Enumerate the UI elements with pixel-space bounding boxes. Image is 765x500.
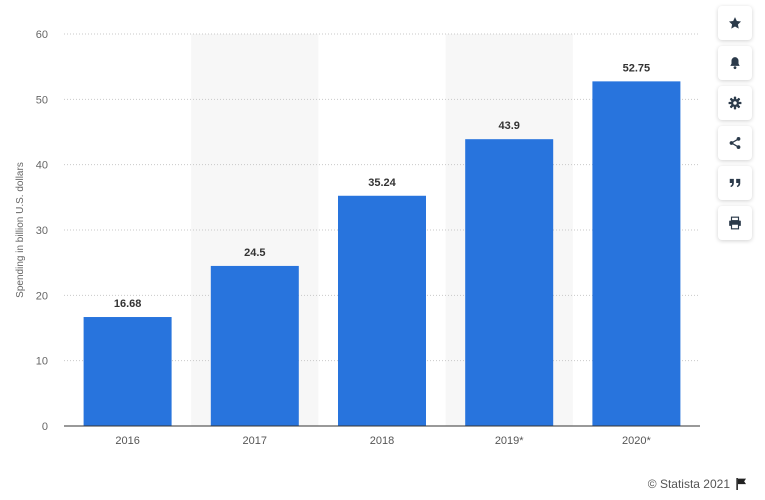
- quote-icon: [729, 178, 741, 188]
- x-tick-label: 2018: [370, 435, 394, 447]
- y-axis-ticks: 0 10 20 30 40 50 60: [36, 29, 48, 433]
- cite-button[interactable]: [718, 166, 752, 200]
- x-axis-ticks: 2016 2017 2018 2019* 2020*: [115, 435, 651, 447]
- notification-button[interactable]: [718, 46, 752, 80]
- print-icon: [729, 216, 741, 230]
- star-icon: [728, 17, 742, 29]
- x-tick-label: 2020*: [622, 435, 651, 447]
- x-tick-label: 2016: [115, 435, 139, 447]
- value-label: 52.75: [623, 62, 651, 74]
- bar[interactable]: [338, 195, 426, 426]
- bar[interactable]: [210, 265, 299, 426]
- bars: [83, 81, 681, 427]
- x-tick-label: 2019*: [495, 435, 524, 447]
- share-icon: [729, 137, 741, 149]
- favorite-button[interactable]: [718, 6, 752, 40]
- y-tick-label: 0: [42, 421, 48, 433]
- sidebar-toolbar: [718, 6, 754, 240]
- value-label: 35.24: [368, 177, 396, 189]
- bar[interactable]: [592, 81, 681, 426]
- value-label: 24.5: [244, 247, 265, 259]
- footer: © Statista 2021: [648, 477, 747, 491]
- value-label: 43.9: [498, 120, 519, 132]
- share-button[interactable]: [718, 126, 752, 160]
- flag-icon[interactable]: [736, 478, 747, 490]
- y-axis-label: Spending in billion U.S. dollars: [15, 162, 26, 298]
- value-labels: 16.68 24.5 35.24 43.9 52.75: [114, 62, 650, 310]
- y-tick-label: 60: [36, 29, 48, 41]
- bar[interactable]: [83, 317, 172, 426]
- x-tick-label: 2017: [243, 435, 267, 447]
- bell-icon: [730, 57, 740, 70]
- y-tick-label: 40: [36, 160, 48, 172]
- gear-icon: [728, 96, 742, 110]
- y-tick-label: 10: [36, 356, 48, 368]
- y-tick-label: 50: [36, 94, 48, 106]
- y-tick-label: 30: [36, 225, 48, 237]
- y-tick-label: 20: [36, 290, 48, 302]
- bar[interactable]: [465, 139, 554, 427]
- print-button[interactable]: [718, 206, 752, 240]
- settings-button[interactable]: [718, 86, 752, 120]
- copyright-link[interactable]: © Statista 2021: [647, 477, 730, 491]
- value-label: 16.68: [114, 298, 142, 310]
